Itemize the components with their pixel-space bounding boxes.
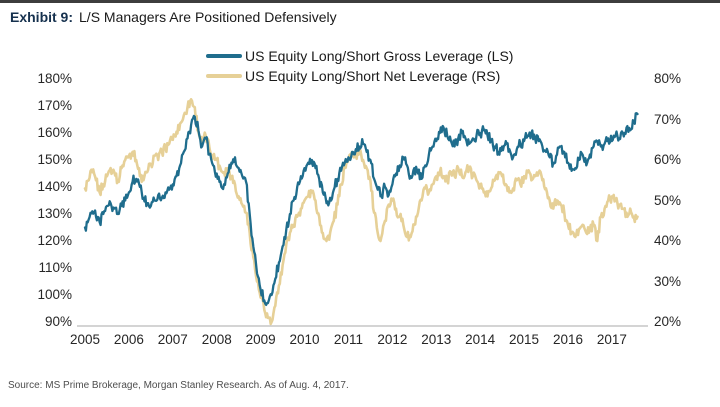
exhibit-number-label: Exhibit 9: <box>10 9 74 25</box>
x-axis-tick: 2008 <box>201 332 232 347</box>
gross-leverage-line-swatch <box>206 54 242 58</box>
net-leverage-line <box>83 98 639 326</box>
right-axis-tick: 50% <box>654 192 682 208</box>
right-axis-tick: 60% <box>654 152 682 167</box>
gross-leverage-line <box>83 112 639 307</box>
top-border-rule <box>0 0 720 3</box>
x-axis-tick: 2006 <box>113 332 144 347</box>
left-axis-tick: 180% <box>37 71 72 86</box>
left-axis-tick: 170% <box>37 98 72 113</box>
legend-label-gross-leverage: US Equity Long/Short Gross Leverage (LS) <box>245 48 514 64</box>
legend-label-net-leverage: US Equity Long/Short Net Leverage (RS) <box>245 68 501 84</box>
right-axis-tick: 70% <box>654 111 682 127</box>
right-axis-tick: 30% <box>654 273 682 289</box>
left-axis-tick: 150% <box>37 152 72 167</box>
x-axis-tick: 2010 <box>289 332 320 347</box>
net-leverage-line-swatch <box>206 74 242 78</box>
left-axis-tick: 160% <box>37 125 72 140</box>
x-axis-tick: 2014 <box>465 332 496 347</box>
source-note: Source: MS Prime Brokerage, Morgan Stanl… <box>8 380 349 391</box>
exhibit-title-text: L/S Managers Are Positioned Defensively <box>79 9 337 25</box>
left-axis-tick: 110% <box>38 260 72 275</box>
left-axis-tick: 120% <box>37 233 72 248</box>
x-axis-tick: 2016 <box>552 332 583 347</box>
x-axis-tick: 2015 <box>509 332 540 347</box>
x-axis-tick: 2011 <box>333 332 363 347</box>
exhibit-title: Exhibit 9: L/S Managers Are Positioned De… <box>10 9 337 25</box>
x-axis-tick: 2005 <box>69 332 101 347</box>
left-axis-tick: 140% <box>37 179 72 194</box>
right-axis-tick: 20% <box>654 314 682 329</box>
x-axis-tick: 2009 <box>245 332 276 347</box>
legend-item-gross-leverage: US Equity Long/Short Gross Leverage (LS) <box>206 46 513 66</box>
x-axis-tick: 2013 <box>421 332 452 347</box>
chart-legend: US Equity Long/Short Gross Leverage (LS)… <box>206 46 513 86</box>
right-axis-tick: 40% <box>654 233 682 248</box>
left-axis-tick: 90% <box>44 314 72 329</box>
left-axis-tick: 100% <box>37 287 72 302</box>
x-axis-tick: 2017 <box>596 332 627 347</box>
x-axis-tick: 2007 <box>157 332 188 347</box>
x-axis-tick: 2012 <box>377 332 408 347</box>
right-axis-tick: 80% <box>654 71 682 86</box>
legend-item-net-leverage: US Equity Long/Short Net Leverage (RS) <box>206 66 513 86</box>
left-axis-tick: 130% <box>37 206 72 221</box>
